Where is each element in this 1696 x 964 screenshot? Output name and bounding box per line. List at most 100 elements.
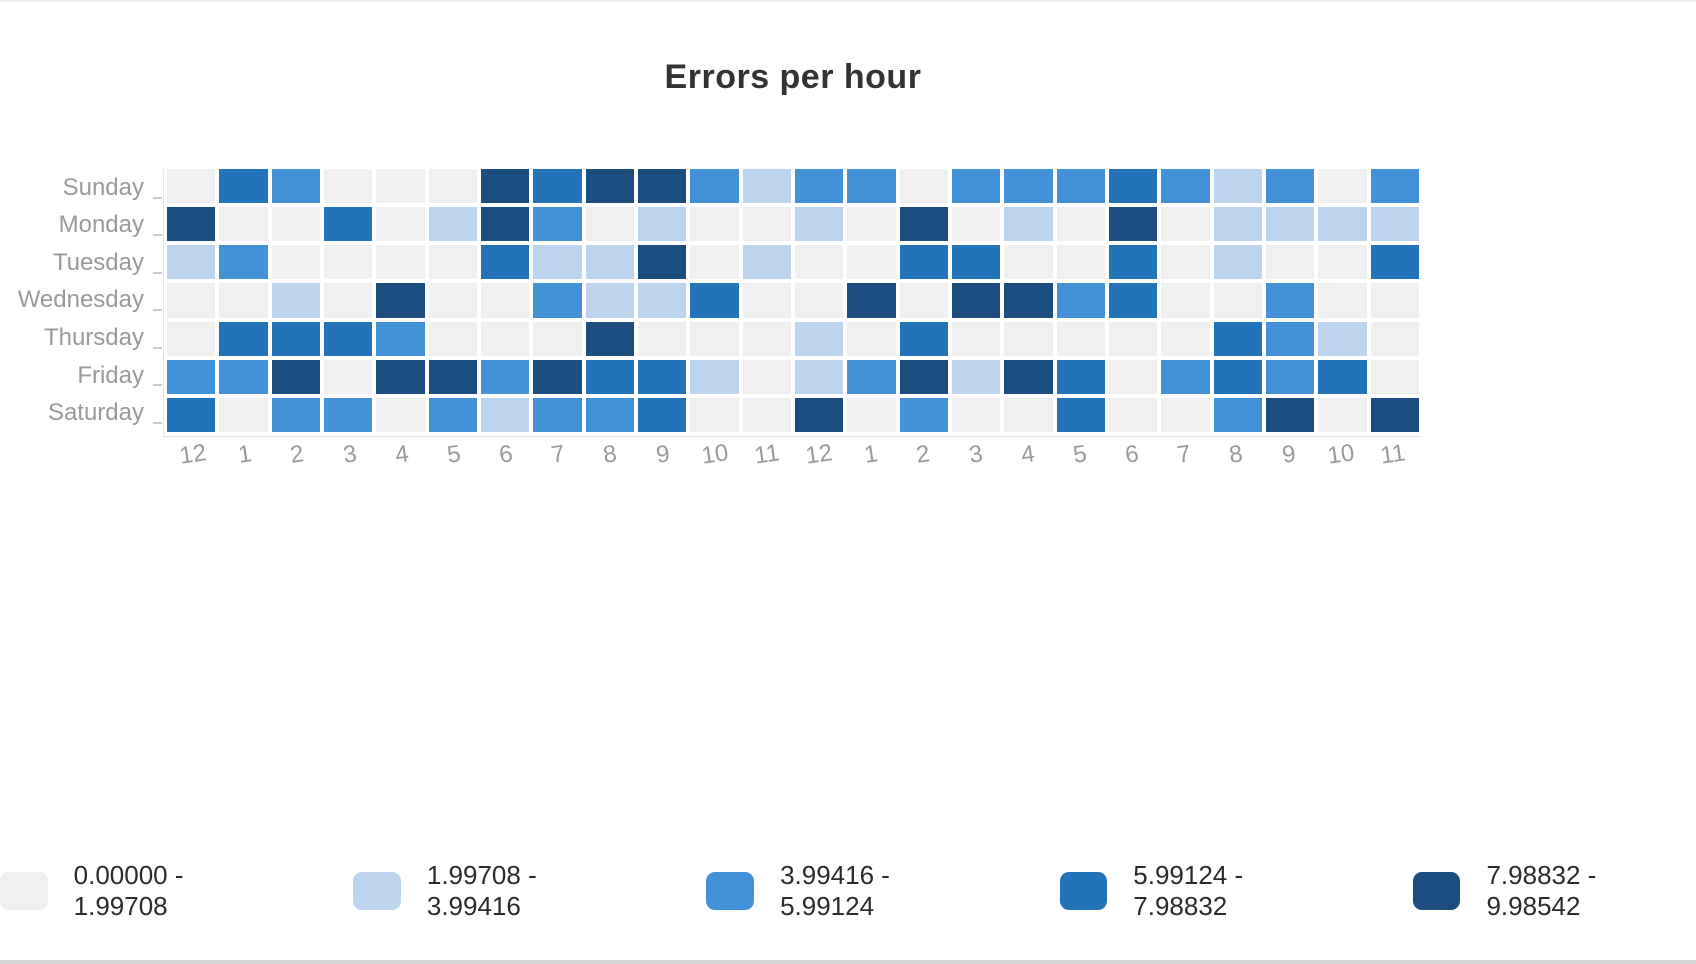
- heatmap-cell[interactable]: [1265, 397, 1315, 432]
- heatmap-cell[interactable]: [742, 169, 791, 204]
- heatmap-cell[interactable]: [585, 245, 634, 280]
- heatmap-cell[interactable]: [951, 245, 1001, 280]
- heatmap-cell[interactable]: [1213, 321, 1262, 356]
- heatmap-cell[interactable]: [899, 397, 948, 432]
- heatmap-cell[interactable]: [585, 397, 634, 432]
- heatmap-cell[interactable]: [794, 169, 844, 204]
- heatmap-cell[interactable]: [219, 359, 268, 394]
- heatmap-cell[interactable]: [428, 245, 477, 280]
- heatmap-cell[interactable]: [637, 207, 687, 242]
- heatmap-cell[interactable]: [794, 321, 844, 356]
- heatmap-cell[interactable]: [428, 397, 477, 432]
- heatmap-cell[interactable]: [794, 207, 844, 242]
- heatmap-cell[interactable]: [376, 283, 425, 318]
- legend-item-1[interactable]: 1.99708 - 3.99416: [353, 860, 636, 922]
- heatmap-cell[interactable]: [742, 359, 791, 394]
- heatmap-cell[interactable]: [1370, 169, 1419, 204]
- heatmap-cell[interactable]: [1004, 245, 1053, 280]
- heatmap-cell[interactable]: [1265, 169, 1315, 204]
- heatmap-cell[interactable]: [742, 245, 791, 280]
- heatmap-cell[interactable]: [1370, 359, 1419, 394]
- heatmap-cell[interactable]: [951, 397, 1001, 432]
- heatmap-cell[interactable]: [585, 321, 634, 356]
- heatmap-cell[interactable]: [323, 245, 373, 280]
- heatmap-cell[interactable]: [1318, 169, 1367, 204]
- heatmap-cell[interactable]: [1161, 397, 1210, 432]
- heatmap-cell[interactable]: [376, 169, 425, 204]
- heatmap-cell[interactable]: [219, 321, 268, 356]
- heatmap-cell[interactable]: [323, 359, 373, 394]
- legend-item-4[interactable]: 7.98832 - 9.98542: [1412, 860, 1696, 922]
- heatmap-cell[interactable]: [1056, 359, 1105, 394]
- heatmap-cell[interactable]: [271, 283, 320, 318]
- heatmap-cell[interactable]: [1056, 321, 1105, 356]
- heatmap-cell[interactable]: [376, 245, 425, 280]
- heatmap-cell[interactable]: [376, 359, 425, 394]
- heatmap-cell[interactable]: [219, 283, 268, 318]
- heatmap-cell[interactable]: [637, 169, 687, 204]
- heatmap-cell[interactable]: [219, 245, 268, 280]
- heatmap-cell[interactable]: [847, 245, 896, 280]
- heatmap-cell[interactable]: [219, 397, 268, 432]
- heatmap-cell[interactable]: [323, 207, 373, 242]
- heatmap-cell[interactable]: [951, 207, 1001, 242]
- heatmap-cell[interactable]: [323, 283, 373, 318]
- heatmap-cell[interactable]: [1108, 245, 1158, 280]
- heatmap-cell[interactable]: [951, 359, 1001, 394]
- heatmap-cell[interactable]: [1318, 359, 1367, 394]
- heatmap-cell[interactable]: [1161, 321, 1210, 356]
- heatmap-cell[interactable]: [1213, 359, 1262, 394]
- heatmap-cell[interactable]: [1265, 283, 1315, 318]
- heatmap-cell[interactable]: [1056, 397, 1105, 432]
- heatmap-cell[interactable]: [323, 169, 373, 204]
- heatmap-cell[interactable]: [1213, 245, 1262, 280]
- heatmap-cell[interactable]: [1213, 283, 1262, 318]
- heatmap-cell[interactable]: [428, 321, 477, 356]
- heatmap-cell[interactable]: [480, 169, 530, 204]
- heatmap-cell[interactable]: [1265, 207, 1315, 242]
- heatmap-cell[interactable]: [690, 283, 739, 318]
- heatmap-cell[interactable]: [690, 169, 739, 204]
- heatmap-cell[interactable]: [1370, 397, 1419, 432]
- heatmap-cell[interactable]: [951, 283, 1001, 318]
- heatmap-cell[interactable]: [847, 397, 896, 432]
- heatmap-cell[interactable]: [899, 245, 948, 280]
- heatmap-cell[interactable]: [690, 321, 739, 356]
- heatmap-cell[interactable]: [899, 359, 948, 394]
- heatmap-cell[interactable]: [1161, 169, 1210, 204]
- heatmap-cell[interactable]: [794, 397, 844, 432]
- heatmap-cell[interactable]: [951, 169, 1001, 204]
- heatmap-cell[interactable]: [533, 169, 582, 204]
- heatmap-cell[interactable]: [1004, 397, 1053, 432]
- heatmap-cell[interactable]: [376, 321, 425, 356]
- heatmap-cell[interactable]: [480, 321, 530, 356]
- heatmap-cell[interactable]: [899, 321, 948, 356]
- heatmap-cell[interactable]: [167, 283, 216, 318]
- heatmap-cell[interactable]: [323, 321, 373, 356]
- heatmap-cell[interactable]: [637, 283, 687, 318]
- heatmap-cell[interactable]: [1004, 359, 1053, 394]
- heatmap-cell[interactable]: [1213, 207, 1262, 242]
- heatmap-cell[interactable]: [428, 359, 477, 394]
- heatmap-cell[interactable]: [1108, 169, 1158, 204]
- heatmap-cell[interactable]: [1056, 283, 1105, 318]
- heatmap-cell[interactable]: [428, 169, 477, 204]
- heatmap-cell[interactable]: [1370, 207, 1419, 242]
- heatmap-cell[interactable]: [1213, 169, 1262, 204]
- heatmap-cell[interactable]: [271, 359, 320, 394]
- heatmap-cell[interactable]: [1213, 397, 1262, 432]
- heatmap-cell[interactable]: [1056, 169, 1105, 204]
- heatmap-cell[interactable]: [376, 207, 425, 242]
- heatmap-cell[interactable]: [167, 245, 216, 280]
- heatmap-cell[interactable]: [847, 283, 896, 318]
- heatmap-cell[interactable]: [271, 397, 320, 432]
- heatmap-cell[interactable]: [167, 359, 216, 394]
- heatmap-cell[interactable]: [323, 397, 373, 432]
- heatmap-cell[interactable]: [167, 397, 216, 432]
- heatmap-cell[interactable]: [794, 283, 844, 318]
- heatmap-cell[interactable]: [794, 245, 844, 280]
- heatmap-cell[interactable]: [690, 245, 739, 280]
- heatmap-cell[interactable]: [1318, 245, 1367, 280]
- heatmap-cell[interactable]: [1370, 321, 1419, 356]
- heatmap-cell[interactable]: [1318, 283, 1367, 318]
